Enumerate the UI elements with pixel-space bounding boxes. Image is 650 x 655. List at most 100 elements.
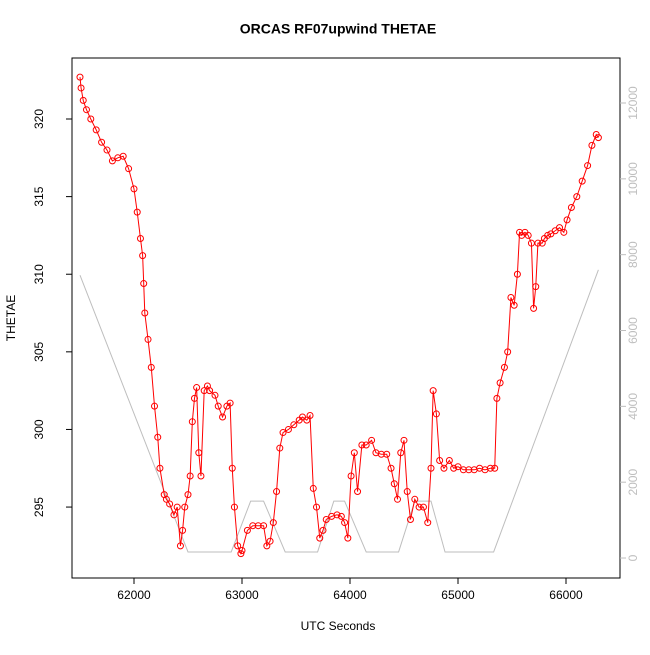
- y2-tick-label: 8000: [626, 241, 640, 268]
- plot-frame: [71, 57, 621, 579]
- data-point: [193, 384, 201, 392]
- data-point: [230, 503, 238, 511]
- data-point: [269, 519, 277, 527]
- data-point: [387, 464, 395, 472]
- data-point: [532, 283, 540, 291]
- x-tick-label: 64000: [333, 588, 367, 602]
- data-point: [166, 500, 174, 508]
- data-point: [184, 491, 192, 499]
- data-point: [383, 450, 391, 458]
- chart-title: ORCAS RF07upwind THETAE: [240, 21, 437, 37]
- data-point: [578, 177, 586, 185]
- data-point: [322, 515, 330, 523]
- data-point: [263, 542, 271, 550]
- y2-tick-label: 4000: [626, 393, 640, 420]
- data-point: [130, 185, 138, 193]
- data-point: [436, 456, 444, 464]
- data-point: [397, 449, 405, 457]
- data-point: [368, 436, 376, 444]
- data-point: [125, 165, 133, 173]
- data-point: [266, 537, 274, 545]
- y-axis-label: THETAE: [4, 295, 18, 341]
- data-point: [103, 146, 111, 154]
- data-point: [162, 495, 170, 503]
- data-point: [82, 106, 90, 114]
- data-point: [219, 413, 227, 421]
- data-point: [139, 252, 147, 260]
- data-point: [427, 464, 435, 472]
- data-point: [500, 363, 508, 371]
- data-point: [450, 464, 458, 472]
- data-point: [394, 495, 402, 503]
- data-point: [79, 96, 87, 104]
- data-point: [415, 503, 423, 511]
- data-point: [154, 433, 162, 441]
- y2-tick-label: 0: [626, 554, 640, 561]
- y-tick-label: 320: [32, 109, 46, 129]
- data-point: [560, 228, 568, 236]
- data-point: [319, 526, 327, 534]
- data-point: [260, 522, 268, 530]
- data-point: [486, 464, 494, 472]
- data-point: [344, 534, 352, 542]
- data-point: [493, 394, 501, 402]
- data-point: [179, 526, 187, 534]
- x-tick-label: 66000: [549, 588, 583, 602]
- data-point: [513, 270, 521, 278]
- data-point: [400, 436, 408, 444]
- data-point: [87, 115, 95, 123]
- data-point: [309, 484, 317, 492]
- data-point: [350, 449, 358, 457]
- data-point: [432, 410, 440, 418]
- y-tick-label: 315: [32, 186, 46, 206]
- data-point: [284, 425, 292, 433]
- data-point: [303, 416, 311, 424]
- data-point: [445, 456, 453, 464]
- data-point: [197, 472, 205, 480]
- data-point: [362, 441, 370, 449]
- data-point: [333, 511, 341, 519]
- data-point: [429, 387, 437, 395]
- data-point: [108, 157, 116, 165]
- data-point: [188, 418, 196, 426]
- data-point: [347, 472, 355, 480]
- data-point: [406, 515, 414, 523]
- data-point: [354, 488, 362, 496]
- data-point: [200, 387, 208, 395]
- data-point: [133, 208, 141, 216]
- series-line: [79, 77, 599, 556]
- data-point: [588, 141, 596, 149]
- data-point: [140, 280, 148, 288]
- data-point: [454, 463, 462, 471]
- x-tick-label: 65000: [441, 588, 475, 602]
- data-point: [249, 522, 257, 530]
- data-point: [136, 235, 144, 243]
- data-point: [144, 335, 152, 343]
- x-tick-label: 63000: [225, 588, 259, 602]
- data-point: [556, 224, 564, 232]
- series-line: [79, 269, 599, 553]
- data-point: [176, 542, 184, 550]
- data-point: [141, 309, 149, 317]
- data-point: [279, 429, 287, 437]
- data-point: [491, 464, 499, 472]
- data-point: [440, 464, 448, 472]
- y2-tick-label: 6000: [626, 317, 640, 344]
- data-point: [534, 239, 542, 247]
- data-point: [173, 503, 181, 511]
- y-tick-label: 300: [32, 419, 46, 439]
- data-point: [237, 550, 245, 558]
- y2-tick-label: 12000: [626, 86, 640, 120]
- data-point: [254, 522, 262, 530]
- data-point: [238, 547, 246, 555]
- data-point: [211, 391, 219, 399]
- data-point: [524, 231, 532, 239]
- data-point: [273, 488, 281, 496]
- data-point: [390, 480, 398, 488]
- data-point: [507, 294, 515, 302]
- data-point: [186, 472, 194, 480]
- data-point: [77, 84, 85, 92]
- data-point: [584, 162, 592, 170]
- data-point: [424, 519, 432, 527]
- data-point: [228, 464, 236, 472]
